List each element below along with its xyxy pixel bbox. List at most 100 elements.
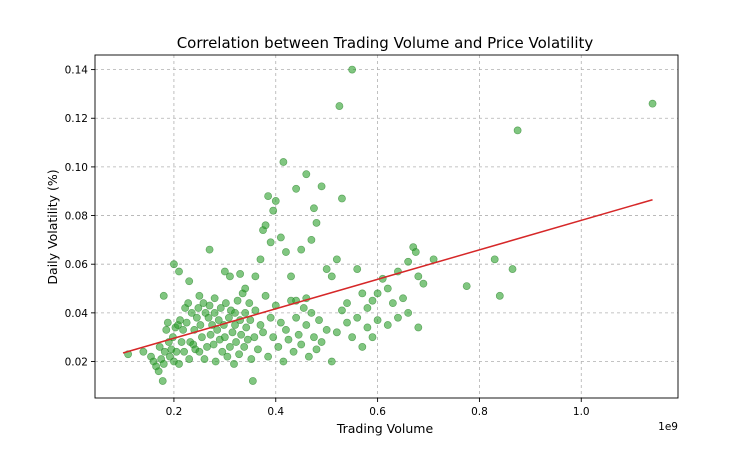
y-tick-label: 0.10 <box>65 162 88 174</box>
data-point <box>271 197 280 205</box>
data-point <box>194 304 203 312</box>
data-point <box>220 333 229 342</box>
data-point <box>419 279 428 288</box>
data-point <box>248 377 257 385</box>
x-axis-label: Trading Volume <box>336 421 434 436</box>
data-point <box>343 299 351 308</box>
data-point <box>327 357 336 366</box>
data-point <box>292 313 301 322</box>
data-point <box>176 316 184 325</box>
data-point <box>284 335 293 344</box>
data-point <box>210 308 219 317</box>
data-point <box>302 321 311 329</box>
data-point <box>310 333 318 342</box>
data-point <box>179 325 187 334</box>
data-point <box>299 304 308 312</box>
data-point <box>327 272 336 281</box>
data-point <box>490 255 499 264</box>
data-point <box>348 333 357 342</box>
data-point <box>368 296 377 305</box>
data-point <box>184 299 193 308</box>
data-point <box>231 308 239 317</box>
data-point <box>343 318 351 327</box>
data-point <box>266 313 275 322</box>
data-point <box>243 335 252 344</box>
data-point <box>214 316 223 325</box>
data-point <box>307 235 316 244</box>
data-point <box>241 284 250 293</box>
data-point <box>302 170 311 179</box>
data-point <box>297 340 306 349</box>
point-layer <box>124 65 657 385</box>
data-point <box>348 65 357 74</box>
data-point <box>368 333 377 342</box>
data-point <box>205 245 214 254</box>
data-point <box>237 330 246 339</box>
data-point <box>338 194 346 203</box>
data-point <box>206 330 215 339</box>
data-point <box>289 347 298 356</box>
data-point <box>315 316 323 325</box>
data-point <box>322 265 331 273</box>
x-tick-label: 1.0 <box>573 406 590 418</box>
data-point <box>226 343 234 351</box>
y-tick-label: 0.14 <box>65 65 89 77</box>
data-point <box>195 291 204 300</box>
data-point <box>254 345 262 354</box>
y-tick-label: 0.02 <box>65 357 88 369</box>
data-point <box>195 347 204 356</box>
data-point <box>297 245 306 254</box>
data-point <box>182 318 191 327</box>
data-point <box>338 306 346 315</box>
data-point <box>205 301 214 310</box>
data-point <box>332 255 341 264</box>
data-point <box>162 325 171 334</box>
data-point <box>172 347 181 356</box>
data-point <box>242 323 251 332</box>
data-point <box>399 294 407 303</box>
data-point <box>192 313 201 322</box>
data-point <box>221 299 230 308</box>
data-point <box>322 325 331 334</box>
data-point <box>236 270 245 278</box>
data-point <box>233 296 242 305</box>
data-point <box>353 313 362 322</box>
data-point <box>180 347 189 356</box>
data-point <box>292 184 301 193</box>
data-point <box>279 357 288 366</box>
data-point <box>404 257 413 266</box>
data-point <box>304 352 313 361</box>
data-point <box>388 299 397 308</box>
data-point <box>274 343 283 351</box>
data-point <box>287 272 295 281</box>
data-point <box>335 102 344 110</box>
data-point <box>159 360 168 368</box>
data-point <box>495 291 504 300</box>
data-point <box>261 291 270 300</box>
trend-line <box>122 199 653 354</box>
data-point <box>170 260 178 269</box>
data-point <box>411 248 420 256</box>
grid-layer <box>95 55 678 398</box>
data-point <box>209 340 218 349</box>
data-point <box>276 318 285 327</box>
data-point <box>213 325 222 334</box>
data-point <box>230 360 238 368</box>
data-point <box>404 308 413 317</box>
data-point <box>462 282 471 290</box>
chart-title: Correlation between Trading Volume and P… <box>177 34 594 52</box>
data-point <box>508 265 517 273</box>
x-tick-label: 0.8 <box>471 406 488 418</box>
data-point <box>373 289 382 298</box>
data-point <box>175 267 183 276</box>
data-point <box>383 321 392 329</box>
data-point <box>185 277 194 286</box>
data-point <box>264 352 273 361</box>
data-point <box>251 272 260 281</box>
y-tick-label: 0.06 <box>65 259 89 271</box>
data-point <box>231 321 239 329</box>
data-point <box>187 308 196 317</box>
data-point <box>317 182 326 191</box>
data-point <box>158 377 167 385</box>
